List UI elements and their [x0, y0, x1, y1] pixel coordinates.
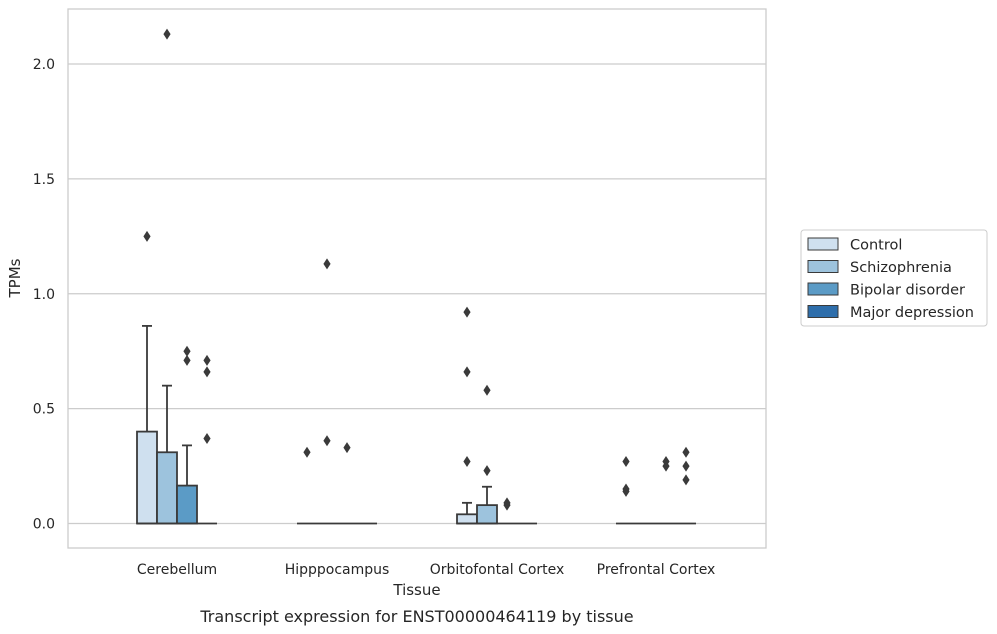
outlier-point — [682, 446, 690, 458]
box-body — [456, 513, 478, 525]
outlier-point — [463, 306, 471, 318]
outlier-point — [183, 354, 191, 366]
outlier-point — [323, 435, 331, 447]
outlier-point — [483, 384, 491, 396]
outlier-point — [303, 446, 311, 458]
outlier-point — [463, 455, 471, 467]
y-tick-label: 0.5 — [33, 402, 55, 418]
outlier-point — [662, 455, 670, 467]
box-bipolar-disorder — [337, 442, 357, 525]
box-body — [156, 451, 178, 525]
legend-swatch-bipolar-disorder — [807, 282, 839, 296]
legend-frame — [800, 229, 988, 327]
x-tick-label: Cerebellum — [137, 562, 217, 578]
x-axis-label: Tissue — [392, 581, 440, 599]
outlier-point — [682, 474, 690, 486]
box-body — [136, 430, 158, 525]
legend-swatch-major-depression — [807, 305, 839, 318]
box-control — [616, 455, 636, 525]
legend-label-bipolar-disorder: Bipolar disorder — [850, 283, 965, 299]
legend-label-control: Control — [850, 238, 902, 254]
legend-swatch-control — [807, 237, 839, 251]
outlier-point — [203, 432, 211, 444]
outlier-point — [343, 442, 351, 454]
x-tick-label: Hipppocampus — [285, 562, 390, 578]
outlier-point — [622, 455, 630, 467]
box-bipolar-disorder — [497, 497, 517, 525]
outlier-point — [203, 366, 211, 378]
outlier-point — [163, 28, 171, 40]
y-tick-label: 1.5 — [33, 172, 55, 188]
legend-swatch-schizophrenia — [807, 260, 839, 273]
box-major-depression — [197, 354, 217, 525]
box-bipolar-disorder — [656, 455, 676, 525]
outlier-point — [622, 483, 630, 495]
outlier-point — [143, 230, 151, 242]
y-tick-label: 1.0 — [33, 287, 55, 303]
outlier-point — [323, 258, 331, 270]
outlier-point — [483, 465, 491, 477]
box-schizophrenia — [317, 258, 337, 525]
legend: Control Schizophrenia Bipolar disorder Majo… — [800, 229, 988, 327]
x-tick-label: Prefrontal Cortex — [597, 562, 716, 578]
box-control — [456, 306, 478, 525]
outlier-point — [183, 345, 191, 357]
outlier-point — [682, 460, 690, 472]
box-major-depression — [676, 446, 696, 525]
x-tick-label: Orbitofontal Cortex — [430, 562, 565, 578]
y-tick-label: 0.0 — [33, 517, 55, 533]
box-bipolar-disorder — [176, 345, 198, 525]
chart-caption: Transcript expression for ENST0000046411… — [199, 607, 633, 626]
box-control — [297, 446, 317, 525]
box-body — [176, 484, 198, 525]
outlier-point — [463, 366, 471, 378]
x-tick-labels: Cerebellum Hipppocampus Orbitofontal Corte… — [137, 562, 715, 578]
y-tick-label: 2.0 — [33, 57, 55, 73]
outlier-point — [503, 497, 511, 509]
plot-area — [67, 8, 767, 549]
y-tick-labels: 0.0 0.5 1.0 1.5 2.0 — [33, 57, 55, 533]
box-schizophrenia — [476, 384, 498, 525]
legend-label-schizophrenia: Schizophrenia — [850, 260, 952, 276]
legend-label-major-depression: Major depression — [850, 305, 974, 321]
outlier-point — [203, 354, 211, 366]
box-marks — [136, 28, 696, 525]
y-axis-label: TPMs — [6, 258, 24, 298]
box-body — [476, 504, 498, 525]
